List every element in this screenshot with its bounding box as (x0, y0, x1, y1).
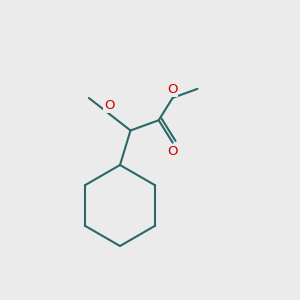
Text: O: O (167, 83, 177, 96)
Text: O: O (167, 145, 178, 158)
Text: O: O (104, 99, 114, 112)
